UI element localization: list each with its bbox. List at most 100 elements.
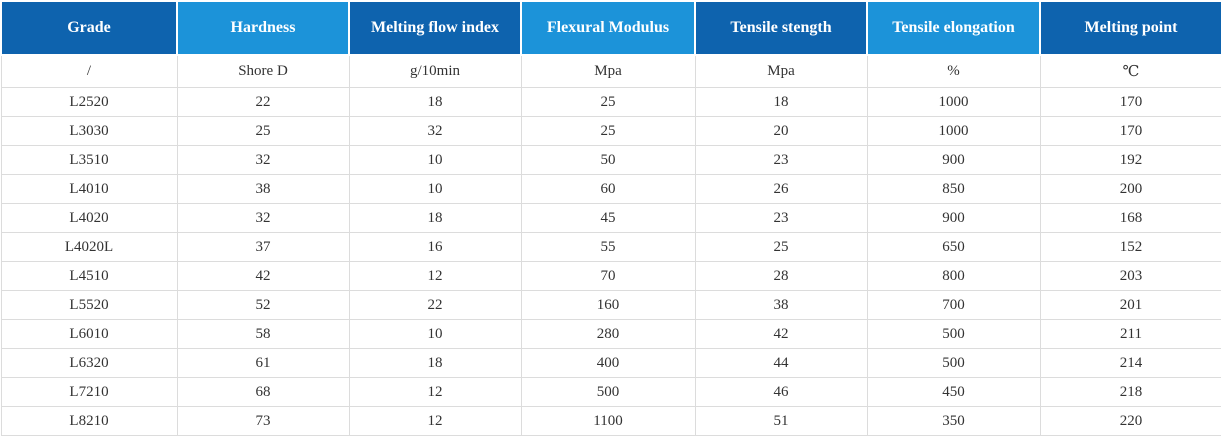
value-cell-melting-point: 168	[1039, 203, 1221, 233]
value-cell-melting-point: 214	[1039, 348, 1221, 378]
table-header: Grade Hardness Melting flow index Flexural …	[0, 0, 1221, 88]
unit-cell-hardness: Shore D	[176, 54, 350, 88]
value-cell-tensile-stength: 46	[694, 377, 868, 407]
value-cell-melting-point: 170	[1039, 87, 1221, 117]
value-cell-tensile-elongation: 800	[866, 261, 1041, 291]
table-row: L3030 25 32 25 20 1000 170	[0, 116, 1221, 146]
value-cell-hardness: 25	[176, 116, 350, 146]
value-cell-tensile-elongation: 650	[866, 232, 1041, 262]
value-cell-tensile-elongation: 1000	[866, 87, 1041, 117]
value-cell-hardness: 68	[176, 377, 350, 407]
value-cell-melting-flow-index: 12	[348, 406, 522, 436]
grade-cell: L4020	[0, 203, 178, 233]
header-row: Grade Hardness Melting flow index Flexural …	[0, 0, 1221, 56]
value-cell-hardness: 38	[176, 174, 350, 204]
value-cell-melting-flow-index: 10	[348, 174, 522, 204]
value-cell-melting-flow-index: 12	[348, 377, 522, 407]
value-cell-flexural-modulus: 55	[520, 232, 696, 262]
table-row: L8210 73 12 1100 51 350 220	[0, 406, 1221, 436]
column-header-hardness: Hardness	[176, 0, 350, 56]
table-row: L6320 61 18 400 44 500 214	[0, 348, 1221, 378]
value-cell-tensile-stength: 42	[694, 319, 868, 349]
value-cell-melting-flow-index: 32	[348, 116, 522, 146]
grade-cell: L2520	[0, 87, 178, 117]
grade-cell: L6010	[0, 319, 178, 349]
value-cell-hardness: 73	[176, 406, 350, 436]
column-header-melting-flow-index: Melting flow index	[348, 0, 522, 56]
grade-cell: L4010	[0, 174, 178, 204]
value-cell-melting-flow-index: 10	[348, 319, 522, 349]
value-cell-tensile-elongation: 700	[866, 290, 1041, 320]
value-cell-melting-point: 192	[1039, 145, 1221, 175]
value-cell-tensile-elongation: 500	[866, 319, 1041, 349]
value-cell-tensile-stength: 25	[694, 232, 868, 262]
unit-cell-tensile-elongation: %	[866, 54, 1041, 88]
value-cell-hardness: 42	[176, 261, 350, 291]
value-cell-flexural-modulus: 25	[520, 116, 696, 146]
grade-cell: L6320	[0, 348, 178, 378]
value-cell-melting-point: 152	[1039, 232, 1221, 262]
value-cell-hardness: 58	[176, 319, 350, 349]
unit-cell-melting-flow-index: g/10min	[348, 54, 522, 88]
grade-cell: L5520	[0, 290, 178, 320]
table-row: L2520 22 18 25 18 1000 170	[0, 87, 1221, 117]
value-cell-flexural-modulus: 160	[520, 290, 696, 320]
value-cell-tensile-elongation: 900	[866, 203, 1041, 233]
table-row: L4010 38 10 60 26 850 200	[0, 174, 1221, 204]
unit-cell-melting-point: ℃	[1039, 54, 1221, 88]
grade-cell: L4510	[0, 261, 178, 291]
value-cell-hardness: 22	[176, 87, 350, 117]
value-cell-melting-flow-index: 16	[348, 232, 522, 262]
value-cell-flexural-modulus: 500	[520, 377, 696, 407]
value-cell-tensile-elongation: 450	[866, 377, 1041, 407]
table-row: L6010 58 10 280 42 500 211	[0, 319, 1221, 349]
value-cell-hardness: 61	[176, 348, 350, 378]
value-cell-flexural-modulus: 45	[520, 203, 696, 233]
table-row: L5520 52 22 160 38 700 201	[0, 290, 1221, 320]
value-cell-melting-flow-index: 18	[348, 203, 522, 233]
value-cell-flexural-modulus: 280	[520, 319, 696, 349]
value-cell-hardness: 32	[176, 203, 350, 233]
value-cell-tensile-elongation: 500	[866, 348, 1041, 378]
value-cell-melting-point: 200	[1039, 174, 1221, 204]
value-cell-melting-point: 170	[1039, 116, 1221, 146]
column-header-melting-point: Melting point	[1039, 0, 1221, 56]
table-row: L3510 32 10 50 23 900 192	[0, 145, 1221, 175]
table-row: L7210 68 12 500 46 450 218	[0, 377, 1221, 407]
unit-cell-flexural-modulus: Mpa	[520, 54, 696, 88]
value-cell-tensile-stength: 23	[694, 203, 868, 233]
value-cell-melting-flow-index: 18	[348, 87, 522, 117]
value-cell-melting-point: 203	[1039, 261, 1221, 291]
value-cell-tensile-elongation: 900	[866, 145, 1041, 175]
value-cell-flexural-modulus: 50	[520, 145, 696, 175]
column-header-tensile-stength: Tensile stength	[694, 0, 868, 56]
unit-cell-tensile-stength: Mpa	[694, 54, 868, 88]
value-cell-melting-flow-index: 12	[348, 261, 522, 291]
value-cell-melting-point: 201	[1039, 290, 1221, 320]
value-cell-flexural-modulus: 400	[520, 348, 696, 378]
table-row: L4020L 37 16 55 25 650 152	[0, 232, 1221, 262]
table-row: L4510 42 12 70 28 800 203	[0, 261, 1221, 291]
column-header-grade: Grade	[0, 0, 178, 56]
product-spec-table: Grade Hardness Melting flow index Flexural …	[0, 0, 1221, 436]
value-cell-melting-point: 211	[1039, 319, 1221, 349]
value-cell-tensile-stength: 18	[694, 87, 868, 117]
value-cell-hardness: 32	[176, 145, 350, 175]
value-cell-melting-flow-index: 18	[348, 348, 522, 378]
grade-cell: L4020L	[0, 232, 178, 262]
value-cell-tensile-stength: 20	[694, 116, 868, 146]
value-cell-flexural-modulus: 70	[520, 261, 696, 291]
value-cell-tensile-stength: 51	[694, 406, 868, 436]
value-cell-melting-point: 220	[1039, 406, 1221, 436]
value-cell-tensile-elongation: 1000	[866, 116, 1041, 146]
column-header-tensile-elongation: Tensile elongation	[866, 0, 1041, 56]
value-cell-melting-point: 218	[1039, 377, 1221, 407]
value-cell-tensile-stength: 38	[694, 290, 868, 320]
value-cell-melting-flow-index: 10	[348, 145, 522, 175]
value-cell-tensile-elongation: 350	[866, 406, 1041, 436]
value-cell-flexural-modulus: 1100	[520, 406, 696, 436]
grade-cell: L8210	[0, 406, 178, 436]
value-cell-melting-flow-index: 22	[348, 290, 522, 320]
value-cell-tensile-stength: 23	[694, 145, 868, 175]
